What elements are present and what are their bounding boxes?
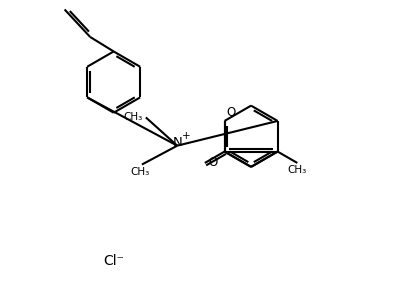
Text: CH₃: CH₃ [123, 112, 143, 122]
Text: O: O [209, 156, 218, 169]
Text: CH₃: CH₃ [288, 165, 307, 175]
Text: CH₃: CH₃ [130, 167, 150, 177]
Text: +: + [182, 131, 190, 141]
Text: N: N [173, 136, 182, 149]
Text: Cl⁻: Cl⁻ [103, 254, 124, 268]
Text: O: O [226, 106, 236, 119]
